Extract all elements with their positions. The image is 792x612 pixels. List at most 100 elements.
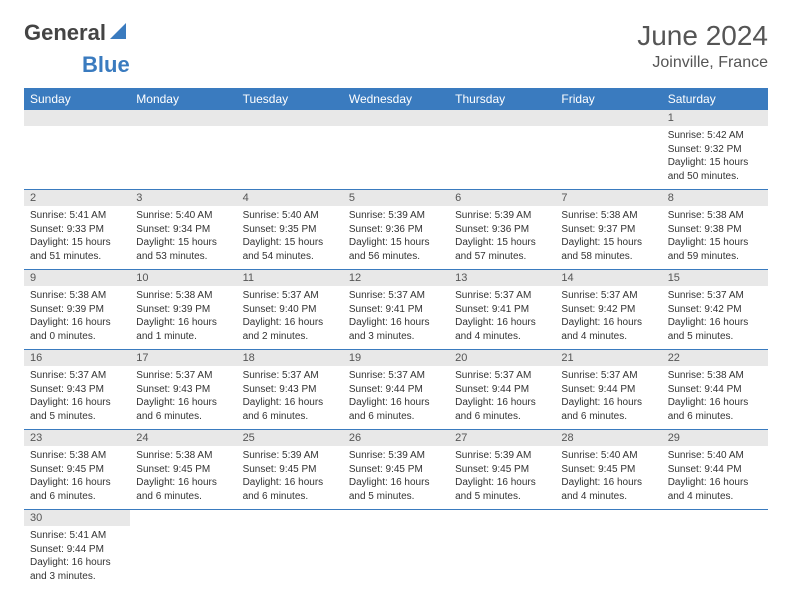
sunrise-text: Sunrise: 5:38 AM: [136, 449, 230, 463]
sunset-text: Sunset: 9:44 PM: [30, 543, 124, 557]
daylight-text2: and 6 minutes.: [455, 410, 549, 424]
sunrise-text: Sunrise: 5:37 AM: [455, 369, 549, 383]
day-number-cell: 20: [449, 350, 555, 367]
sunset-text: Sunset: 9:44 PM: [455, 383, 549, 397]
month-title: June 2024: [637, 20, 768, 52]
day-header: Thursday: [449, 88, 555, 110]
sunset-text: Sunset: 9:45 PM: [30, 463, 124, 477]
daylight-text2: and 1 minute.: [136, 330, 230, 344]
daylight-text2: and 6 minutes.: [668, 410, 762, 424]
daylight-text: Daylight: 16 hours: [668, 476, 762, 490]
daylight-text: Daylight: 15 hours: [243, 236, 337, 250]
logo: General: [24, 20, 130, 46]
day-data-cell: Sunrise: 5:37 AMSunset: 9:42 PMDaylight:…: [662, 286, 768, 350]
day-number-cell: [343, 110, 449, 126]
daylight-text2: and 53 minutes.: [136, 250, 230, 264]
daylight-text2: and 59 minutes.: [668, 250, 762, 264]
daylight-text2: and 6 minutes.: [243, 490, 337, 504]
daylight-text2: and 5 minutes.: [349, 490, 443, 504]
calendar-table: Sunday Monday Tuesday Wednesday Thursday…: [24, 88, 768, 589]
day-data-cell: [343, 526, 449, 589]
daylight-text2: and 51 minutes.: [30, 250, 124, 264]
sunset-text: Sunset: 9:44 PM: [668, 463, 762, 477]
day-data-cell: Sunrise: 5:37 AMSunset: 9:42 PMDaylight:…: [555, 286, 661, 350]
day-data-cell: Sunrise: 5:37 AMSunset: 9:43 PMDaylight:…: [237, 366, 343, 430]
daylight-text: Daylight: 16 hours: [30, 316, 124, 330]
daylight-text: Daylight: 16 hours: [561, 316, 655, 330]
sunrise-text: Sunrise: 5:40 AM: [243, 209, 337, 223]
day-data-cell: [449, 526, 555, 589]
sunrise-text: Sunrise: 5:37 AM: [561, 289, 655, 303]
day-data-cell: Sunrise: 5:38 AMSunset: 9:39 PMDaylight:…: [130, 286, 236, 350]
daylight-text: Daylight: 16 hours: [243, 476, 337, 490]
daylight-text2: and 3 minutes.: [349, 330, 443, 344]
sunset-text: Sunset: 9:44 PM: [561, 383, 655, 397]
daylight-text: Daylight: 16 hours: [30, 556, 124, 570]
day-number-cell: [343, 510, 449, 527]
day-number-cell: 9: [24, 270, 130, 287]
day-number-row: 1: [24, 110, 768, 126]
daylight-text2: and 4 minutes.: [455, 330, 549, 344]
logo-sail-icon: [108, 21, 128, 46]
daylight-text: Daylight: 16 hours: [136, 476, 230, 490]
day-number-cell: [449, 510, 555, 527]
sunrise-text: Sunrise: 5:40 AM: [668, 449, 762, 463]
sunrise-text: Sunrise: 5:42 AM: [668, 129, 762, 143]
sunrise-text: Sunrise: 5:41 AM: [30, 529, 124, 543]
day-data-row: Sunrise: 5:41 AMSunset: 9:44 PMDaylight:…: [24, 526, 768, 589]
sunrise-text: Sunrise: 5:37 AM: [455, 289, 549, 303]
day-number-cell: 24: [130, 430, 236, 447]
day-data-row: Sunrise: 5:41 AMSunset: 9:33 PMDaylight:…: [24, 206, 768, 270]
day-data-cell: Sunrise: 5:37 AMSunset: 9:44 PMDaylight:…: [449, 366, 555, 430]
sunset-text: Sunset: 9:41 PM: [349, 303, 443, 317]
sunset-text: Sunset: 9:36 PM: [349, 223, 443, 237]
day-number-cell: 11: [237, 270, 343, 287]
daylight-text: Daylight: 16 hours: [30, 396, 124, 410]
day-number-cell: 22: [662, 350, 768, 367]
day-data-cell: Sunrise: 5:38 AMSunset: 9:37 PMDaylight:…: [555, 206, 661, 270]
daylight-text2: and 2 minutes.: [243, 330, 337, 344]
daylight-text: Daylight: 16 hours: [668, 316, 762, 330]
daylight-text2: and 6 minutes.: [561, 410, 655, 424]
daylight-text2: and 6 minutes.: [136, 410, 230, 424]
sunrise-text: Sunrise: 5:38 AM: [30, 449, 124, 463]
day-number-cell: 10: [130, 270, 236, 287]
day-data-cell: Sunrise: 5:37 AMSunset: 9:40 PMDaylight:…: [237, 286, 343, 350]
day-number-cell: 28: [555, 430, 661, 447]
daylight-text2: and 57 minutes.: [455, 250, 549, 264]
sunrise-text: Sunrise: 5:40 AM: [136, 209, 230, 223]
daylight-text: Daylight: 16 hours: [349, 476, 443, 490]
day-number-cell: 1: [662, 110, 768, 126]
daylight-text: Daylight: 16 hours: [349, 316, 443, 330]
daylight-text: Daylight: 16 hours: [349, 396, 443, 410]
day-number-row: 2345678: [24, 190, 768, 207]
sunrise-text: Sunrise: 5:37 AM: [136, 369, 230, 383]
day-number-cell: 2: [24, 190, 130, 207]
day-number-cell: 5: [343, 190, 449, 207]
sunrise-text: Sunrise: 5:37 AM: [30, 369, 124, 383]
daylight-text2: and 6 minutes.: [243, 410, 337, 424]
day-header: Saturday: [662, 88, 768, 110]
day-number-cell: 29: [662, 430, 768, 447]
day-number-cell: [555, 510, 661, 527]
logo-text-blue: Blue: [82, 52, 130, 77]
daylight-text2: and 6 minutes.: [136, 490, 230, 504]
daylight-text2: and 54 minutes.: [243, 250, 337, 264]
day-data-row: Sunrise: 5:37 AMSunset: 9:43 PMDaylight:…: [24, 366, 768, 430]
daylight-text: Daylight: 15 hours: [668, 236, 762, 250]
sunset-text: Sunset: 9:40 PM: [243, 303, 337, 317]
day-data-cell: Sunrise: 5:42 AMSunset: 9:32 PMDaylight:…: [662, 126, 768, 190]
day-number-cell: 8: [662, 190, 768, 207]
daylight-text2: and 4 minutes.: [668, 490, 762, 504]
sunset-text: Sunset: 9:39 PM: [136, 303, 230, 317]
sunset-text: Sunset: 9:38 PM: [668, 223, 762, 237]
day-number-cell: [130, 110, 236, 126]
sunrise-text: Sunrise: 5:37 AM: [243, 369, 337, 383]
day-number-row: 30: [24, 510, 768, 527]
day-data-cell: Sunrise: 5:39 AMSunset: 9:45 PMDaylight:…: [237, 446, 343, 510]
daylight-text: Daylight: 16 hours: [668, 396, 762, 410]
day-data-cell: Sunrise: 5:39 AMSunset: 9:45 PMDaylight:…: [449, 446, 555, 510]
day-data-cell: Sunrise: 5:37 AMSunset: 9:43 PMDaylight:…: [130, 366, 236, 430]
day-data-cell: [555, 526, 661, 589]
day-header: Monday: [130, 88, 236, 110]
